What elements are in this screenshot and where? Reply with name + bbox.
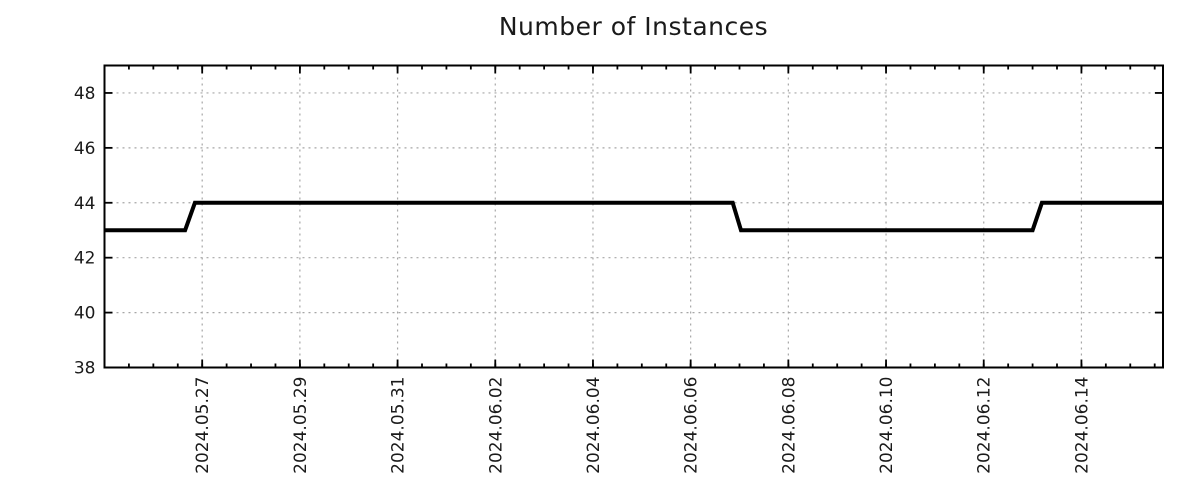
- x-tick-label: 2024.06.10: [877, 377, 897, 474]
- x-tick-label: 2024.06.04: [584, 377, 604, 474]
- y-tick-label: 44: [74, 194, 96, 214]
- x-tick-label: 2024.06.14: [1072, 377, 1092, 474]
- chart-title: Number of Instances: [498, 12, 769, 41]
- x-tick-label: 2024.05.27: [193, 377, 213, 474]
- x-tick-label: 2024.06.12: [975, 377, 995, 474]
- y-tick-label: 48: [74, 84, 96, 104]
- y-tick-label: 42: [74, 249, 96, 269]
- x-tick-label: 2024.06.02: [486, 377, 506, 474]
- y-tick-label: 38: [74, 359, 96, 379]
- plot-border: [103, 64, 1164, 369]
- series-line: [104, 200, 1163, 233]
- x-tick-label: 2024.05.31: [389, 377, 409, 474]
- y-tick-label: 40: [74, 304, 96, 324]
- x-tick-label: 2024.05.29: [291, 377, 311, 474]
- y-tick-label: 46: [74, 139, 96, 159]
- x-tick-label: 2024.06.06: [682, 377, 702, 474]
- x-tick-label: 2024.06.08: [779, 377, 799, 474]
